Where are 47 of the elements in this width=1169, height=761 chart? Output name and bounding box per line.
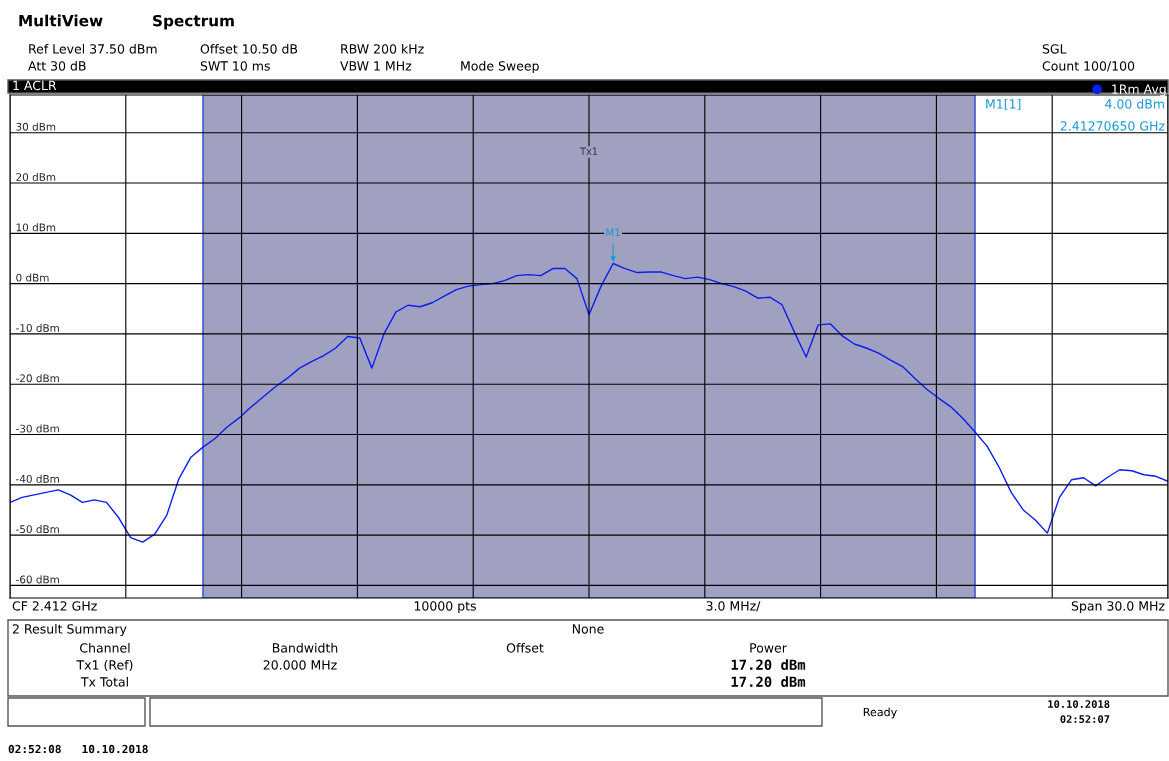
text: 17.20 dBm	[731, 676, 806, 688]
text: 20.000 MHz	[263, 660, 337, 670]
y-tick-label: 0 dBm	[16, 273, 49, 282]
text: Ready	[863, 707, 897, 719]
text: 10000 pts	[414, 601, 476, 614]
annotation: Tx1	[580, 147, 598, 155]
y-tick-label: -30 dBm	[16, 424, 59, 433]
text: Count 100/100	[1042, 61, 1135, 72]
y-tick-label: 20 dBm	[16, 172, 56, 182]
text: Mode Sweep	[461, 60, 539, 74]
text: Power	[750, 643, 787, 653]
text: MultiView	[19, 14, 103, 27]
annotation: 4.00 dBm	[1105, 98, 1164, 109]
text: Offset 10.50 dB	[200, 43, 298, 54]
annotation: 2.41270650 GHz	[1060, 121, 1165, 131]
text: VBW 1 MHz	[340, 61, 412, 71]
y-tick-label: -50 dBm	[16, 525, 59, 534]
text: None	[572, 624, 604, 634]
text: Spectrum	[153, 14, 234, 30]
text: SGL	[1042, 44, 1067, 54]
text: 02:52:08 10.10.2018	[8, 744, 148, 754]
text: RBW 200 kHz	[341, 43, 424, 54]
y-tick-label: -60 dBm	[16, 575, 59, 584]
text: 3.0 MHz/	[706, 601, 761, 612]
annotation: M1[1]	[986, 98, 1021, 111]
text: Span 30.0 MHz	[1071, 601, 1165, 614]
text: Att 30 dB	[28, 60, 86, 71]
text: 02:52:07	[1060, 715, 1110, 724]
text: CF 2.412 GHz	[12, 601, 97, 611]
y-tick-label: -10 dBm	[16, 323, 59, 332]
annotation: M1	[606, 228, 620, 237]
text: Channel	[80, 642, 130, 653]
text: Ref Level 37.50 dBm	[29, 43, 157, 54]
y-tick-label: 30 dBm	[16, 122, 56, 131]
legend-label: 1Rm Avg	[1112, 84, 1166, 97]
chart-title: 1 ACLR	[13, 80, 57, 91]
text: SWT 10 ms	[200, 61, 270, 71]
text: 17.20 dBm	[731, 659, 806, 671]
text: 10.10.2018	[1048, 700, 1110, 709]
text: Tx Total	[80, 676, 128, 687]
text: Tx1 (Ref)	[76, 659, 133, 672]
text: Offset	[506, 642, 544, 653]
y-tick-label: 10 dBm	[16, 223, 56, 232]
text: Bandwidth	[272, 642, 338, 653]
text: 2 Result Summary	[12, 623, 127, 637]
y-tick-label: -20 dBm	[16, 374, 59, 383]
y-tick-label: -40 dBm	[16, 474, 59, 483]
